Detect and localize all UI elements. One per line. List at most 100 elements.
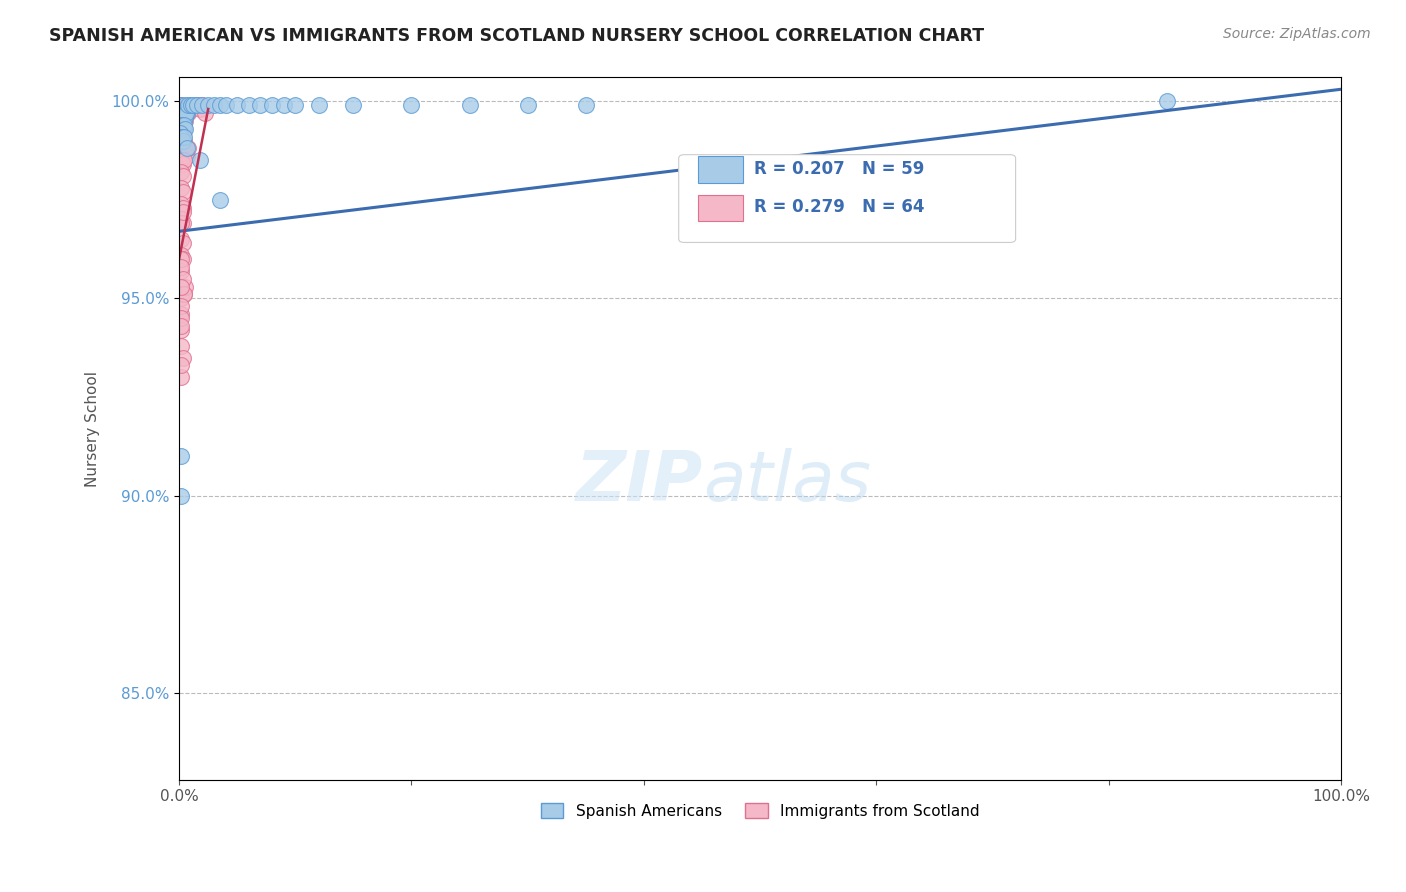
Point <box>180 98 202 112</box>
Text: ZIP: ZIP <box>575 448 703 516</box>
Point <box>176 141 198 155</box>
Point <box>172 157 194 171</box>
Point <box>176 102 198 116</box>
Point <box>169 98 191 112</box>
Point <box>170 307 193 321</box>
Point <box>186 98 208 112</box>
Point <box>208 98 231 112</box>
Point <box>170 299 193 313</box>
Point <box>458 98 481 112</box>
Point <box>177 102 200 116</box>
Point <box>169 118 191 132</box>
Point <box>172 204 194 219</box>
Point <box>186 98 208 112</box>
Point <box>174 102 197 116</box>
Point <box>173 287 195 301</box>
Point <box>202 98 225 112</box>
Point <box>177 106 200 120</box>
Point <box>208 193 231 207</box>
Point <box>170 279 193 293</box>
Point <box>170 196 193 211</box>
Point <box>170 102 193 116</box>
Point <box>174 145 197 160</box>
Point <box>249 98 271 112</box>
Point <box>170 449 193 463</box>
Point <box>170 318 193 333</box>
Point <box>172 169 194 183</box>
Point <box>170 279 193 293</box>
Point <box>170 339 193 353</box>
Point <box>172 236 194 251</box>
Point <box>273 98 295 112</box>
Point <box>172 113 194 128</box>
Point <box>170 153 193 168</box>
Point <box>194 106 217 120</box>
Point <box>170 252 193 266</box>
Point <box>172 134 194 148</box>
Point <box>173 118 195 132</box>
Point <box>172 216 194 230</box>
Y-axis label: Nursery School: Nursery School <box>86 370 100 486</box>
Point <box>238 98 260 112</box>
Point <box>174 110 197 124</box>
Point <box>173 287 195 301</box>
Point <box>172 252 194 266</box>
Point <box>172 121 194 136</box>
Point <box>172 351 194 365</box>
Point <box>172 106 194 120</box>
Point <box>170 311 193 326</box>
Point <box>169 129 191 144</box>
Point <box>173 113 195 128</box>
Point <box>170 260 193 274</box>
Point <box>177 98 200 112</box>
Point <box>401 98 423 112</box>
Point <box>176 149 198 163</box>
Point <box>173 121 195 136</box>
Point <box>170 98 193 112</box>
Point <box>516 98 538 112</box>
Point <box>170 323 193 337</box>
Point <box>170 165 193 179</box>
Point <box>575 98 598 112</box>
Point <box>170 489 193 503</box>
Point <box>174 279 197 293</box>
Point <box>191 98 214 112</box>
Bar <box>699 194 742 221</box>
Point <box>170 359 193 373</box>
Point <box>174 106 197 120</box>
Point <box>170 212 193 227</box>
Point <box>176 106 198 120</box>
Legend: Spanish Americans, Immigrants from Scotland: Spanish Americans, Immigrants from Scotl… <box>534 797 986 824</box>
Point <box>188 153 211 168</box>
Point <box>170 129 193 144</box>
Point <box>170 134 193 148</box>
Point <box>172 110 194 124</box>
Point <box>284 98 307 112</box>
Point <box>172 126 194 140</box>
Point <box>174 102 197 116</box>
Point <box>191 98 214 112</box>
Point <box>181 98 204 112</box>
Point <box>170 118 193 132</box>
Point <box>170 291 193 305</box>
Point <box>174 98 197 112</box>
Point <box>170 110 193 124</box>
Point <box>170 121 193 136</box>
Point <box>170 232 193 246</box>
Point <box>226 98 249 112</box>
Point <box>173 102 195 116</box>
Point <box>170 216 193 230</box>
Point <box>172 102 194 116</box>
FancyBboxPatch shape <box>679 154 1015 243</box>
Text: R = 0.279   N = 64: R = 0.279 N = 64 <box>754 198 925 217</box>
Point <box>172 201 194 215</box>
Point <box>174 113 197 128</box>
Point <box>308 98 330 112</box>
Point <box>197 98 219 112</box>
Point <box>214 98 236 112</box>
Point <box>172 137 194 152</box>
Point <box>342 98 364 112</box>
Point <box>174 141 197 155</box>
Point <box>174 106 197 120</box>
Point <box>170 248 193 262</box>
